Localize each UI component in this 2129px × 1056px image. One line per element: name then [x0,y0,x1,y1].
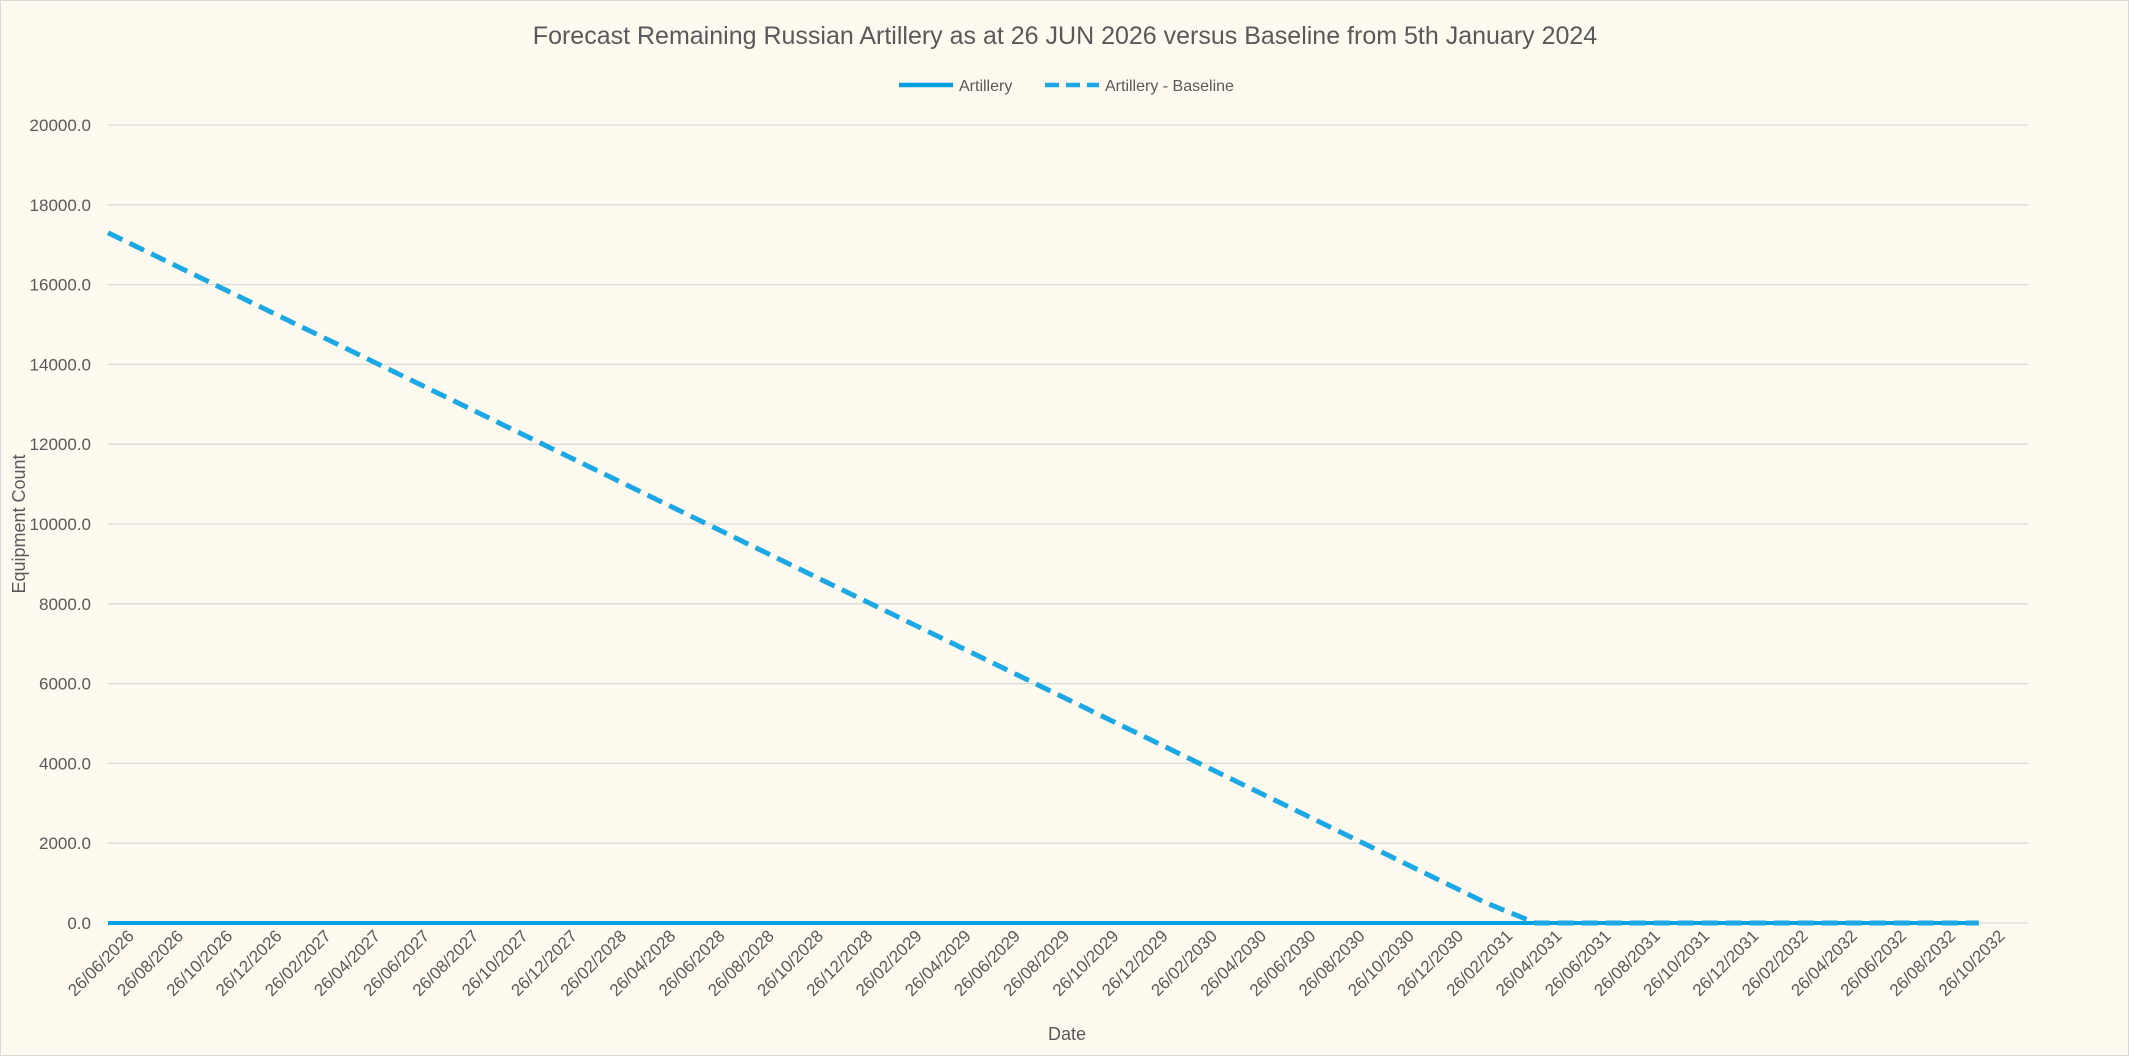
legend-item-artillery-baseline[interactable]: Artillery - Baseline [1045,78,1234,95]
y-tick-label: 0.0 [67,914,91,933]
legend-label-artillery-baseline: Artillery - Baseline [1105,78,1234,95]
y-tick-label: 12000.0 [30,435,91,454]
series-layer [106,230,1979,926]
legend-item-artillery[interactable]: Artillery [899,78,1012,95]
y-tick-label: 20000.0 [30,116,91,135]
y-tick-label: 6000.0 [39,675,91,694]
y-tick-label: 8000.0 [39,595,91,614]
series-artillery-baseline [106,230,1979,926]
gridlines [108,124,2028,924]
x-axis-ticks: 26/06/202626/08/202626/10/202626/12/2026… [64,926,2008,1000]
y-axis-ticks: 0.0 2000.0 4000.0 6000.0 8000.0 10000.0 12000.… [30,116,91,933]
chart-title: Forecast Remaining Russian Artillery as … [533,22,1598,50]
y-tick-label: 4000.0 [39,754,91,773]
x-axis-title: Date [1048,1024,1086,1044]
series-line [106,230,1979,926]
legend: Artillery Artillery - Baseline [899,78,1234,95]
y-tick-label: 10000.0 [30,515,91,534]
legend-label-artillery: Artillery [959,78,1012,95]
y-tick-label: 16000.0 [30,276,91,295]
y-tick-label: 18000.0 [30,196,91,215]
y-axis-title: Equipment Count [9,454,29,593]
y-tick-label: 2000.0 [39,834,91,853]
y-tick-label: 14000.0 [30,355,91,374]
